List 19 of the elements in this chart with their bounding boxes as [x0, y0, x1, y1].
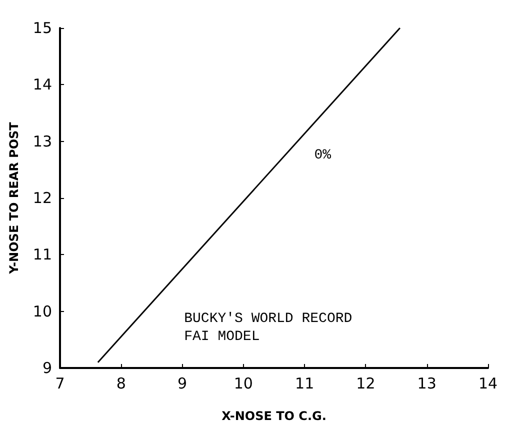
y-tick-label: 15 — [32, 19, 52, 37]
series-label: 0% — [314, 147, 332, 164]
annotation: BUCKY'S WORLD RECORD FAI MODEL — [184, 311, 352, 346]
x-tick-label: 12 — [356, 374, 376, 392]
y-tick-label: 14 — [32, 76, 52, 94]
y-axis-title: Y-NOSE TO REAR POST — [7, 121, 21, 275]
x-tick-label: 14 — [478, 374, 498, 392]
y-tick-label: 11 — [32, 246, 52, 264]
y-tick-label: 10 — [32, 302, 52, 320]
y-tick-label: 13 — [32, 132, 52, 150]
x-axis-title: X-NOSE TO C.G. — [222, 409, 326, 423]
x-tick-label: 7 — [55, 374, 65, 392]
y-tick-label: 12 — [32, 189, 52, 207]
x-tick-label: 10 — [234, 374, 253, 392]
x-tick-label: 11 — [295, 374, 314, 392]
x-tick-label: 9 — [178, 374, 188, 392]
y-tick-label: 9 — [42, 359, 52, 377]
x-tick-label: 13 — [417, 374, 436, 392]
x-tick-label: 8 — [116, 374, 126, 392]
